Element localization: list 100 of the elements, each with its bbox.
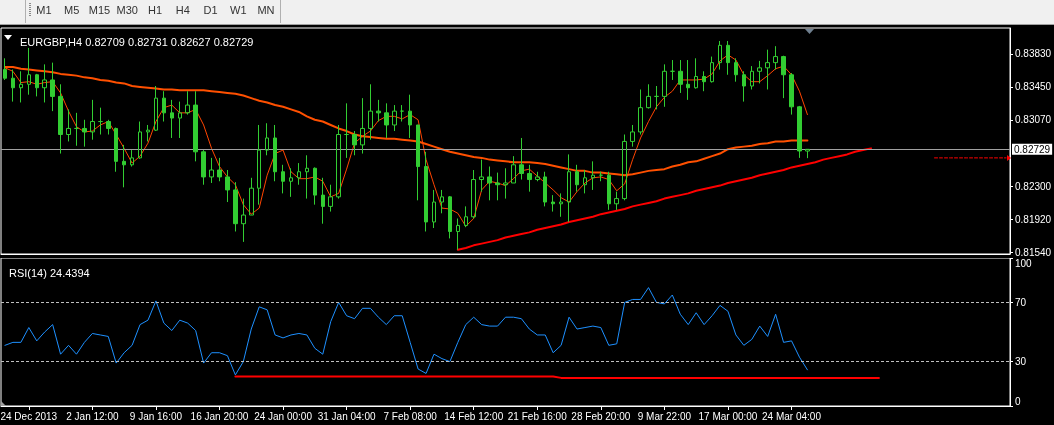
candlestick — [622, 134, 627, 201]
candlestick — [201, 149, 206, 186]
candlestick — [575, 164, 579, 193]
candlestick — [74, 112, 79, 147]
candlestick — [19, 70, 23, 103]
candlestick — [551, 194, 555, 213]
x-tick-label: 21 Feb 16:00 — [507, 410, 568, 422]
candlestick — [146, 124, 150, 142]
candlestick — [567, 153, 571, 223]
candlestick — [376, 99, 381, 123]
candlestick — [757, 60, 762, 84]
candlestick — [781, 55, 786, 99]
candlestick — [424, 151, 428, 232]
candlestick — [58, 83, 63, 155]
candlestick — [352, 130, 357, 156]
candlestick — [185, 90, 190, 116]
candlestick — [297, 162, 301, 186]
candlestick — [98, 107, 103, 136]
x-tick-label: 24 Mar 04:00 — [762, 410, 822, 422]
candlestick — [527, 164, 532, 193]
timeframe-label: M15 — [88, 4, 111, 17]
candlestick — [11, 69, 15, 103]
candlestick — [27, 47, 31, 96]
candlestick — [559, 192, 563, 218]
y-tick-label: 0.81920 — [1015, 213, 1052, 225]
candlestick — [654, 85, 659, 110]
candlestick — [432, 189, 436, 229]
candlestick — [162, 90, 166, 123]
candlestick — [225, 169, 230, 203]
timeframe-label: MN — [257, 4, 275, 17]
candlestick — [750, 65, 754, 90]
candlestick — [630, 124, 635, 148]
candlestick — [305, 154, 309, 200]
x-tick-label: 24 Jan 00:00 — [254, 410, 313, 422]
candlestick — [503, 167, 508, 200]
candlestick — [789, 72, 794, 116]
candlestick — [209, 157, 214, 184]
x-tick-label: 24 Dec 2013 — [0, 410, 58, 422]
candlestick — [773, 45, 778, 71]
candlestick — [479, 159, 484, 193]
candlestick — [273, 124, 277, 182]
y-tick-label: 0.83070 — [1015, 114, 1052, 126]
candlestick — [456, 218, 460, 251]
y-tick-label: 0.83830 — [1015, 48, 1052, 60]
candlestick — [114, 127, 118, 173]
y-tick-label: 0.82300 — [1015, 180, 1052, 192]
candlestick — [797, 105, 802, 159]
x-tick-label: 7 Feb 08:00 — [383, 410, 438, 422]
candlestick — [35, 73, 39, 97]
candlestick — [638, 88, 643, 136]
candlestick — [607, 171, 611, 211]
x-tick-label: 2 Jan 12:00 — [66, 410, 119, 422]
candlestick — [805, 148, 810, 159]
x-tick-label: 14 Feb 12:00 — [444, 410, 504, 422]
timeframe-label: H1 — [147, 4, 163, 17]
timeframe-label: M1 — [36, 4, 52, 17]
candlestick — [670, 59, 675, 81]
candlestick — [90, 99, 95, 141]
candlestick — [66, 108, 71, 142]
candlestick — [193, 90, 198, 162]
candlestick — [313, 166, 317, 206]
candlestick — [742, 70, 746, 103]
candlestick — [495, 172, 500, 201]
line-series — [4, 54, 808, 227]
candlestick — [249, 177, 254, 216]
candlestick — [591, 160, 595, 191]
candlestick — [734, 57, 738, 83]
candlestick — [448, 195, 452, 239]
timeframe-label: H4 — [175, 4, 190, 17]
candlestick — [336, 124, 341, 200]
timeframe-label: M30 — [116, 4, 138, 17]
candlestick — [289, 167, 293, 198]
timeframe-label: W1 — [230, 4, 247, 17]
candlestick — [471, 169, 476, 219]
candlestick — [233, 181, 238, 232]
candlestick — [583, 169, 587, 194]
y-tick-label: 100 — [1015, 257, 1033, 269]
candlestick — [646, 83, 651, 110]
candlestick — [694, 57, 698, 90]
candlestick — [384, 102, 389, 139]
candlestick — [82, 119, 87, 148]
x-tick-label: 16 Jan 20:00 — [190, 410, 249, 422]
x-tick-label: 9 Jan 16:00 — [129, 410, 183, 422]
candlestick — [130, 149, 134, 168]
candlestick — [440, 189, 444, 214]
candlestick — [122, 144, 126, 188]
candlestick — [535, 171, 540, 182]
candlestick — [765, 49, 770, 90]
x-tick-label: 28 Feb 20:00 — [571, 410, 631, 422]
y-tick-label: 70 — [1015, 296, 1027, 308]
candlestick — [241, 198, 246, 243]
candlestick — [702, 70, 706, 92]
candlestick — [487, 166, 492, 201]
ref-line-label: 0.82729 — [1014, 143, 1051, 155]
candlestick — [408, 94, 412, 139]
candlestick — [400, 104, 404, 123]
text: EURGBP,H4 0.82709 0.82731 0.82627 0.82729 — [20, 35, 254, 48]
candlestick — [154, 85, 158, 132]
candlestick — [42, 63, 47, 103]
candlestick — [344, 102, 349, 159]
